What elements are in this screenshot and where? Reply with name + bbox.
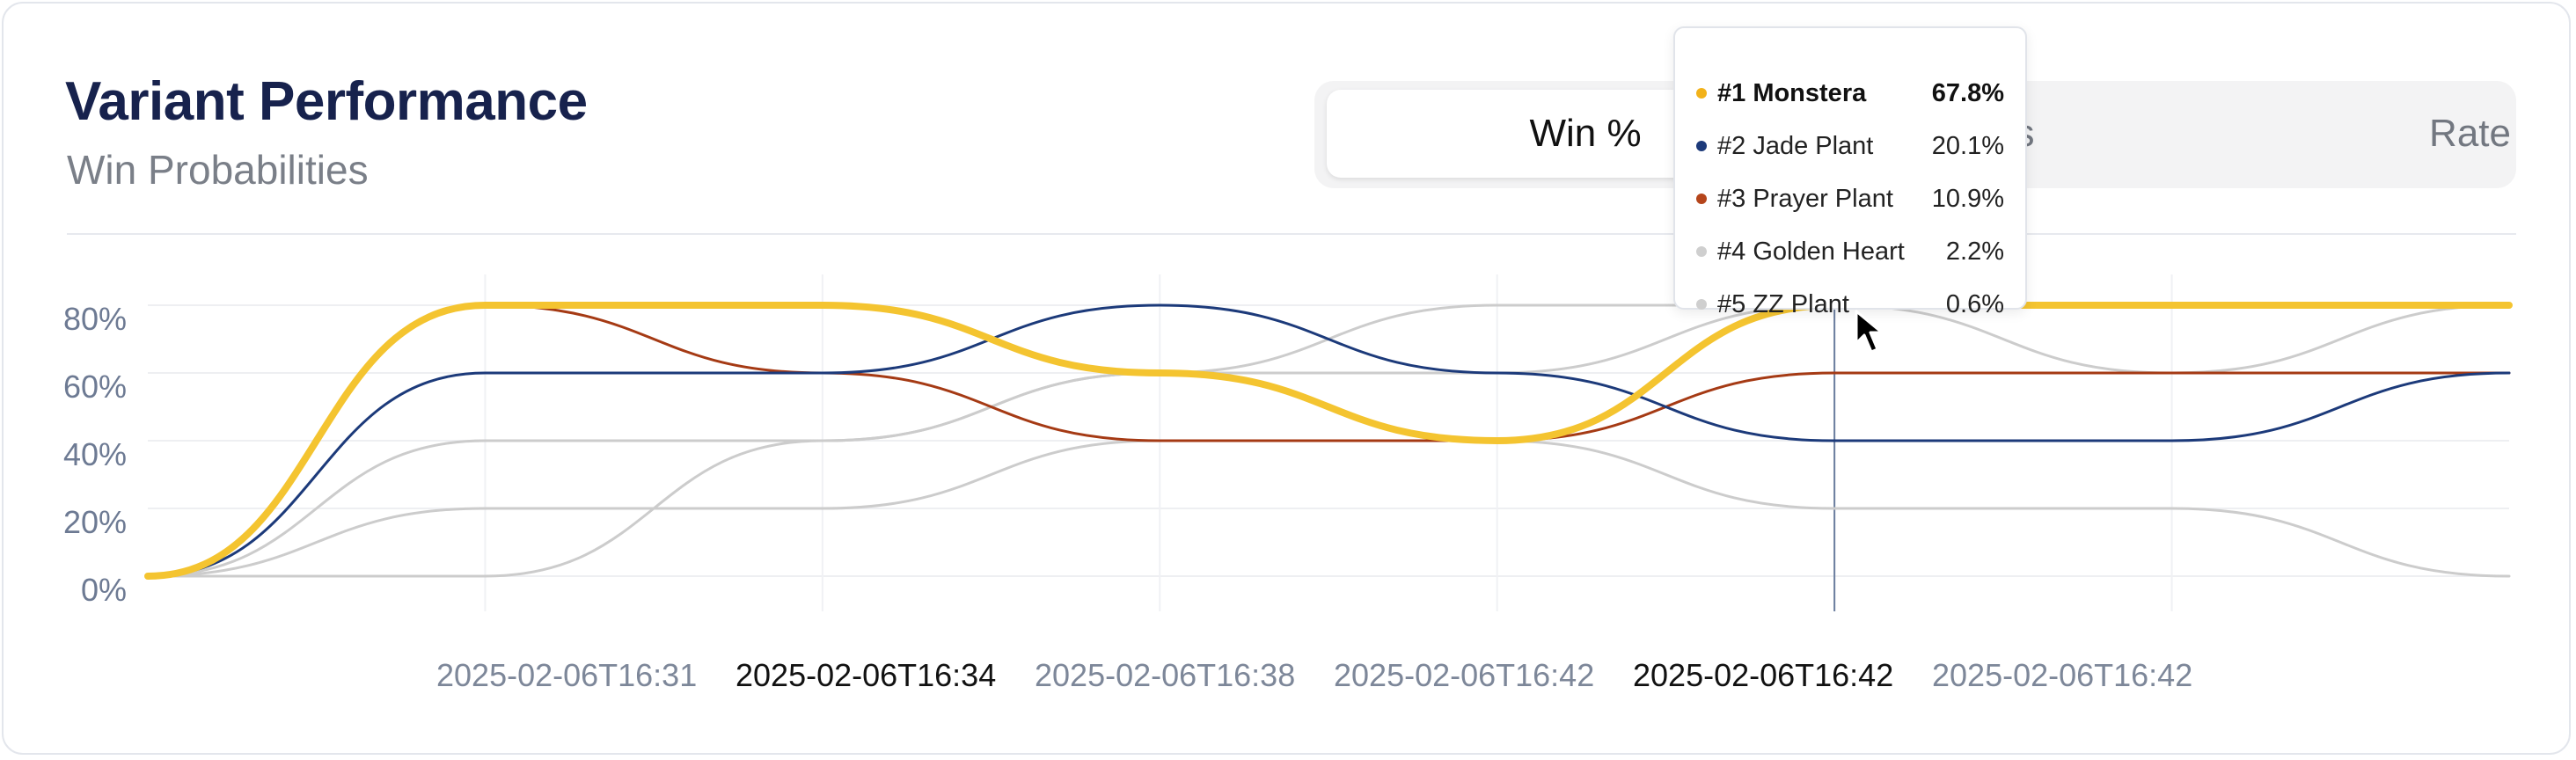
y-axis-tick-label: 0% (81, 572, 127, 608)
tooltip-row: #1 Monstera 67.8% (1675, 76, 2027, 111)
tooltip-row: #3 Prayer Plant 10.9% (1675, 181, 2027, 216)
tooltip-variant-value: 0.6% (1945, 290, 2004, 318)
tooltip-variant-value: 67.8% (1931, 79, 2004, 107)
tooltip-variant-name: #2 Jade Plant (1717, 132, 1874, 160)
tooltip-variant-name: #4 Golden Heart (1717, 238, 1905, 266)
tooltip-row: #5 ZZ Plant 0.6% (1675, 287, 2027, 322)
tooltip-variant-value: 20.1% (1931, 132, 2004, 160)
x-axis-tick-label: 2025-02-06T16:38 (1035, 657, 1295, 693)
tooltip-variant-value: 10.9% (1931, 185, 2004, 213)
tab-rate[interactable]: Rate (2429, 112, 2511, 155)
y-axis-tick-label: 80% (63, 301, 127, 337)
series-dot-icon (1696, 299, 1707, 310)
y-axis-tick-label: 40% (63, 436, 127, 472)
series-dot-icon (1696, 141, 1707, 151)
header-divider (67, 233, 2516, 235)
page-title: Variant Performance (65, 71, 588, 132)
hover-tooltip: #1 Monstera 67.8% #2 Jade Plant 20.1% #3… (1673, 26, 2027, 318)
x-axis-tick-label: 2025-02-06T16:42 (1633, 657, 1893, 693)
tooltip-variant-name: #1 Monstera (1717, 79, 1867, 107)
tooltip-row: #2 Jade Plant 20.1% (1675, 128, 2027, 164)
mouse-pointer-icon (1855, 310, 1884, 354)
series-line-jade-plant[interactable] (146, 303, 2511, 578)
x-axis-tick-label: 2025-02-06T16:42 (1334, 657, 1594, 693)
x-axis-tick-label: 2025-02-06T16:42 (1932, 657, 2192, 693)
series-dot-icon (1696, 88, 1707, 99)
tooltip-variant-name: #3 Prayer Plant (1717, 185, 1893, 213)
page-subtitle: Win Probabilities (67, 147, 369, 193)
x-axis-tick-label: 2025-02-06T16:34 (735, 657, 996, 693)
y-axis-tick-label: 60% (63, 369, 127, 405)
tooltip-variant-value: 2.2% (1945, 238, 2004, 266)
series-dot-icon (1696, 194, 1707, 204)
tooltip-row: #4 Golden Heart 2.2% (1675, 234, 2027, 269)
series-line-monstera[interactable] (144, 301, 2513, 580)
tooltip-variant-name: #5 ZZ Plant (1717, 290, 1849, 318)
y-axis-tick-label: 20% (63, 504, 127, 540)
series-dot-icon (1696, 246, 1707, 257)
x-axis-tick-label: 2025-02-06T16:31 (436, 657, 697, 693)
series-line-golden-heart[interactable] (146, 303, 2511, 578)
